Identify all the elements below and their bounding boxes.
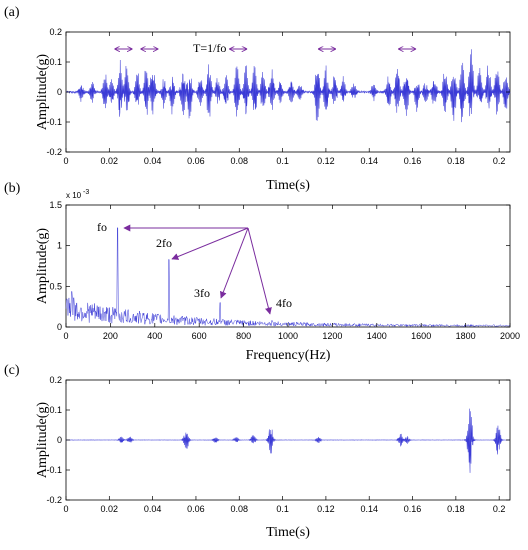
spectrum-panel: (b) 0 200 400 600 800 1000 1200 1400 1600 1800 200… [4, 181, 520, 363]
y-scale-exponent: -3 [83, 189, 89, 196]
x-tick-label: 0 [63, 156, 68, 166]
x-tick-label: 1200 [322, 331, 342, 341]
x-axis-label: Frequency(Hz) [246, 348, 331, 363]
harmonic-arrow [171, 227, 249, 260]
x-tick-label: 0.16 [404, 156, 422, 166]
x-tick-label: 0 [63, 331, 68, 341]
period-annotation: T=1/fo [193, 41, 226, 55]
x-tick-label: 800 [236, 331, 251, 341]
y-tick-label: 0.1 [49, 57, 62, 67]
y-tick-label: 1 [57, 241, 62, 251]
x-axis-label: Time(s) [266, 525, 310, 540]
x-tick-label: 2000 [500, 331, 520, 341]
x-tick-label: 0.14 [360, 156, 378, 166]
x-tick-label: 1400 [367, 331, 387, 341]
axis-ticks: 0 0.02 0.04 0.06 0.08 0.1 0.12 0.14 0.16 0.18 0.2 -… [46, 375, 510, 514]
x-tick-label: 600 [192, 331, 207, 341]
y-tick-label: 0.2 [49, 27, 62, 37]
x-tick-label: 0.04 [144, 156, 162, 166]
x-tick-label: 0.04 [144, 504, 162, 514]
x-tick-label: 0.18 [447, 156, 465, 166]
y-scale-multiplier: x 10 [66, 191, 82, 200]
x-tick-label: 0.1 [276, 504, 289, 514]
y-axis-label: Amplitude(g) [35, 54, 50, 131]
x-tick-label: 200 [103, 331, 118, 341]
x-tick-label: 400 [147, 331, 162, 341]
y-tick-label: 0.1 [49, 405, 62, 415]
x-tick-label: 0.2 [493, 504, 506, 514]
x-tick-label: 0.1 [276, 156, 289, 166]
peak-label-4fo: 4fo [276, 296, 292, 310]
signal-trace [65, 49, 511, 123]
y-tick-label: -0.2 [46, 495, 62, 505]
y-axis-label: Amplitude(g) [35, 402, 50, 479]
x-tick-label: 1600 [411, 331, 431, 341]
axis-ticks: 0 200 400 600 800 1000 1200 1400 1600 1800 2000 0 0.… [49, 200, 520, 341]
panel-label-a: (a) [4, 5, 20, 20]
y-tick-label: 0.5 [49, 281, 62, 291]
x-tick-label: 1800 [456, 331, 476, 341]
x-tick-label: 0.08 [231, 504, 249, 514]
x-tick-label: 0.08 [231, 156, 249, 166]
waveform-line [65, 49, 511, 123]
x-tick-label: 0.14 [360, 504, 378, 514]
x-tick-label: 0.02 [101, 156, 119, 166]
y-tick-label: 0 [57, 322, 62, 332]
x-tick-label: 0.16 [404, 504, 422, 514]
axis-ticks: 0 0.02 0.04 0.06 0.08 0.1 0.12 0.14 0.16 0.18 0.2 -… [46, 27, 510, 166]
x-tick-label: 0 [63, 504, 68, 514]
peak-label-2fo: 2fo [156, 236, 172, 250]
y-tick-label: 1.5 [49, 200, 62, 210]
x-tick-label: 0.12 [317, 156, 335, 166]
panel-label-b: (b) [4, 181, 21, 196]
y-tick-label: -0.1 [46, 465, 62, 475]
peak-label-fo: fo [97, 220, 107, 234]
y-tick-label: -0.2 [46, 147, 62, 157]
x-tick-label: 0.06 [187, 504, 205, 514]
time-signal-panel: (a) 0 0.02 0.04 0.06 0.08 0.1 0.12 0.14 0.16 0.18… [4, 5, 511, 193]
filtered-signal-panel: (c) 0 0.02 0.04 0.06 0.08 0.1 0.12 0.14 0.16 0.18… [4, 363, 511, 540]
y-tick-label: 0.2 [49, 375, 62, 385]
waveform-line [65, 408, 511, 473]
y-tick-label: 0 [57, 87, 62, 97]
y-axis-label: Amplitude(g) [35, 228, 50, 305]
peak-label-3fo: 3fo [194, 286, 210, 300]
y-tick-label: -0.1 [46, 117, 62, 127]
x-tick-label: 0.02 [101, 504, 119, 514]
y-tick-label: 0 [57, 435, 62, 445]
x-tick-label: 0.18 [447, 504, 465, 514]
harmonic-arrow [220, 227, 249, 299]
signal-trace [65, 408, 511, 473]
harmonic-arrows [123, 224, 272, 315]
x-tick-label: 0.2 [493, 156, 506, 166]
x-tick-label: 1000 [278, 331, 298, 341]
spectrum-trace [65, 227, 511, 328]
x-axis-label: Time(s) [266, 178, 310, 193]
x-tick-label: 0.06 [187, 156, 205, 166]
x-tick-label: 0.12 [317, 504, 335, 514]
spectrum-line [65, 227, 511, 328]
harmonic-arrow [247, 227, 272, 315]
panel-label-c: (c) [4, 363, 20, 378]
